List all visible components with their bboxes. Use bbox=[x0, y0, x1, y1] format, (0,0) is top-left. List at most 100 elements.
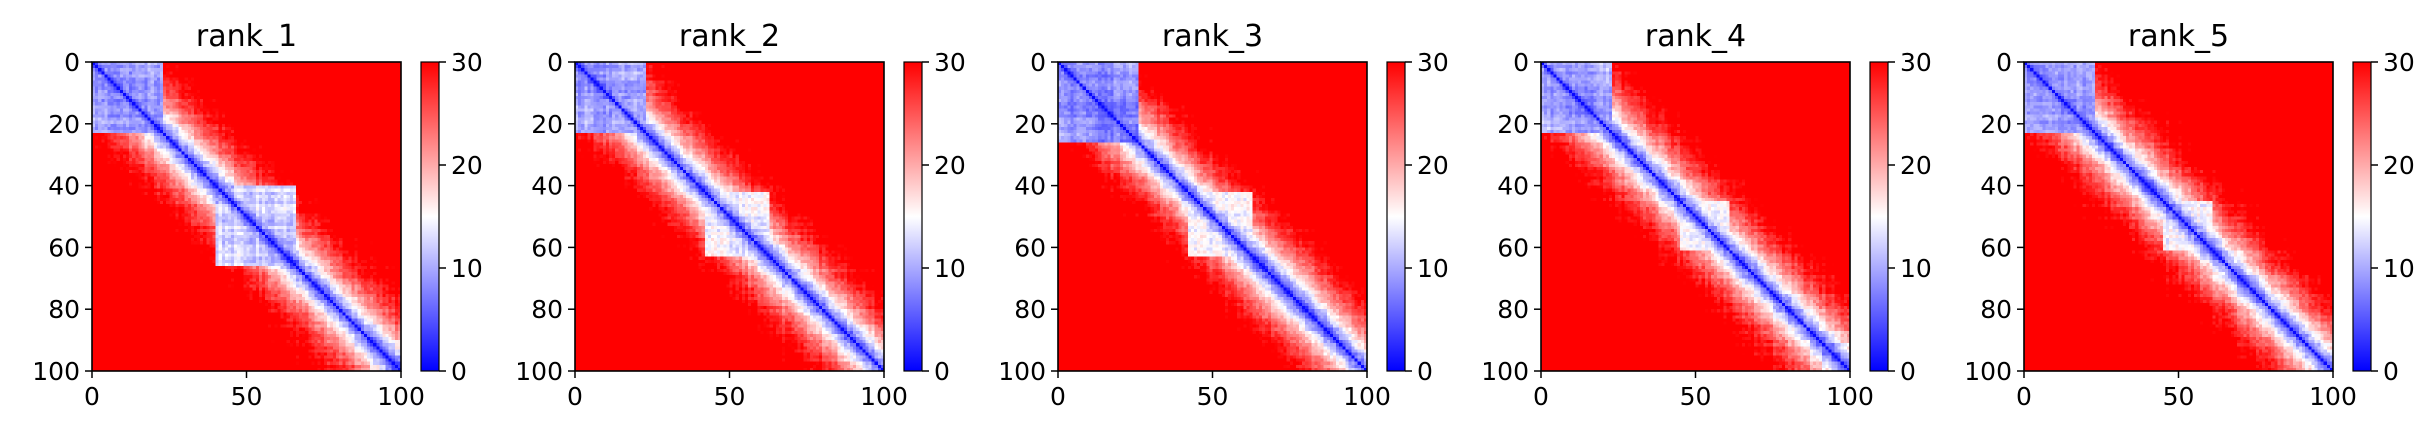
heatmap-cell bbox=[271, 95, 275, 100]
heatmap-cell bbox=[147, 89, 152, 94]
heatmap-cell bbox=[156, 71, 161, 75]
heatmap-cell bbox=[249, 157, 254, 162]
heatmap-cell bbox=[339, 191, 343, 196]
heatmap-cell bbox=[376, 204, 380, 208]
heatmap-cell bbox=[339, 151, 343, 156]
heatmap-cell bbox=[329, 142, 334, 146]
heatmap-cell bbox=[265, 77, 269, 81]
heatmap-cell bbox=[357, 157, 362, 162]
heatmap-cell bbox=[391, 83, 396, 88]
heatmap-cell bbox=[181, 89, 186, 94]
heatmap-cell bbox=[311, 95, 315, 100]
heatmap-cell bbox=[129, 167, 133, 171]
heatmap-cell bbox=[246, 185, 250, 190]
heatmap-cell bbox=[243, 80, 247, 85]
heatmap-cell bbox=[299, 179, 303, 183]
heatmap-cell bbox=[354, 86, 359, 91]
heatmap-cell bbox=[203, 99, 207, 103]
heatmap-cell bbox=[125, 163, 130, 168]
heatmap-cell bbox=[311, 74, 315, 78]
heatmap-cell bbox=[221, 167, 226, 171]
heatmap-cell bbox=[156, 83, 161, 88]
heatmap-cell bbox=[95, 197, 99, 202]
heatmap-cell bbox=[95, 105, 99, 109]
heatmap-cell bbox=[218, 108, 223, 112]
heatmap-cell bbox=[308, 114, 312, 119]
heatmap-cell bbox=[367, 133, 371, 137]
heatmap-cell bbox=[314, 139, 318, 143]
heatmap-cell bbox=[175, 191, 179, 196]
heatmap-cell bbox=[382, 145, 386, 149]
heatmap-cell bbox=[153, 139, 158, 143]
heatmap-cell bbox=[237, 120, 241, 125]
heatmap-cell bbox=[178, 163, 183, 168]
heatmap-cell bbox=[292, 77, 297, 81]
heatmap-cell bbox=[197, 185, 201, 190]
heatmap-cell bbox=[357, 74, 362, 78]
heatmap-cell bbox=[147, 185, 152, 190]
heatmap-cell bbox=[323, 167, 328, 171]
heatmap-cell bbox=[110, 213, 115, 217]
heatmap-cell bbox=[203, 105, 207, 109]
heatmap-cell bbox=[249, 197, 254, 202]
heatmap-cell bbox=[258, 111, 263, 115]
heatmap-cell bbox=[175, 163, 179, 168]
heatmap-cell bbox=[175, 204, 179, 208]
heatmap-cell bbox=[163, 170, 167, 174]
heatmap-cell bbox=[122, 151, 127, 156]
heatmap-cell bbox=[203, 148, 207, 153]
heatmap-cell bbox=[175, 83, 179, 88]
heatmap-cell bbox=[376, 71, 380, 75]
heatmap-cell bbox=[258, 99, 263, 103]
heatmap-cell bbox=[101, 117, 105, 122]
heatmap-cell bbox=[144, 99, 149, 103]
heatmap-cell bbox=[147, 139, 152, 143]
heatmap-cell bbox=[153, 148, 158, 153]
heatmap-cell bbox=[141, 95, 145, 100]
heatmap-cell bbox=[317, 207, 322, 211]
heatmap-cell bbox=[320, 139, 325, 143]
heatmap-cell bbox=[268, 89, 272, 94]
heatmap-cell bbox=[308, 154, 312, 159]
heatmap-cell bbox=[159, 111, 164, 115]
heatmap-cell bbox=[178, 179, 183, 183]
heatmap-cell bbox=[333, 204, 337, 208]
heatmap-cell bbox=[265, 71, 269, 75]
heatmap-cell bbox=[147, 80, 152, 85]
heatmap-cell bbox=[280, 185, 284, 190]
heatmap-cell bbox=[289, 62, 294, 66]
heatmap-cell bbox=[95, 80, 99, 85]
heatmap-cell bbox=[342, 99, 346, 103]
heatmap-cell bbox=[289, 197, 294, 202]
heatmap-cell bbox=[119, 191, 124, 196]
heatmap-cell bbox=[326, 207, 331, 211]
heatmap-cell bbox=[333, 170, 337, 174]
heatmap-cell bbox=[255, 123, 260, 128]
heatmap-cell bbox=[333, 92, 337, 97]
heatmap-cell bbox=[373, 120, 377, 125]
heatmap-cell bbox=[252, 123, 257, 128]
heatmap-cell bbox=[397, 145, 402, 149]
heatmap-cell bbox=[122, 126, 127, 131]
heatmap-cell bbox=[261, 62, 266, 66]
heatmap-cell bbox=[382, 139, 386, 143]
heatmap-cell bbox=[345, 154, 349, 159]
heatmap-cell bbox=[348, 62, 352, 66]
heatmap-cell bbox=[212, 185, 216, 190]
heatmap-cell bbox=[156, 117, 161, 122]
heatmap-cell bbox=[376, 163, 380, 168]
heatmap-cell bbox=[342, 207, 346, 211]
heatmap-cell bbox=[314, 126, 318, 131]
heatmap-cell bbox=[116, 111, 121, 115]
heatmap-cell bbox=[391, 129, 396, 134]
heatmap-cell bbox=[181, 74, 186, 78]
heatmap-cell bbox=[265, 129, 269, 134]
heatmap-cell bbox=[348, 142, 352, 146]
heatmap-cell bbox=[163, 204, 167, 208]
heatmap-cell bbox=[187, 157, 192, 162]
heatmap-cell bbox=[159, 117, 164, 122]
heatmap-cell bbox=[240, 65, 244, 69]
heatmap-cell bbox=[104, 182, 108, 186]
heatmap-cell bbox=[224, 139, 229, 143]
heatmap-cell bbox=[385, 105, 390, 109]
